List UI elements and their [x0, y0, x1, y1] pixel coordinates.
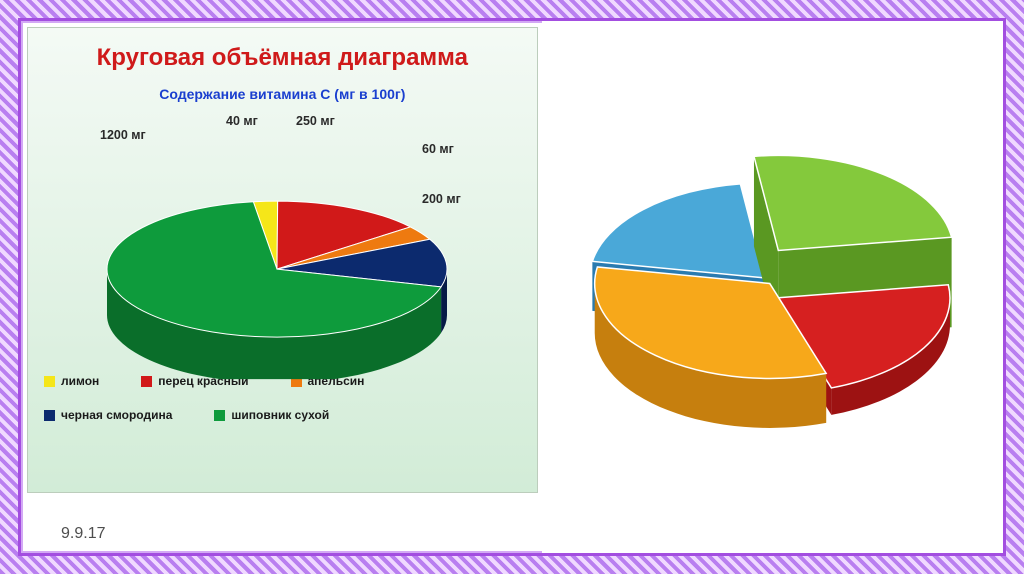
right-pie-top — [754, 155, 952, 250]
right-pie-chart — [542, 52, 1002, 522]
value-label-rosehip: 1200 мг — [100, 128, 146, 142]
right-pie-top — [593, 184, 765, 278]
value-label-lemon: 40 мг — [226, 114, 258, 128]
right-chart-panel — [542, 21, 1003, 553]
value-label-orange: 60 мг — [422, 142, 454, 156]
legend-item-rosehip: шиповник сухой — [214, 408, 329, 422]
left-pie-area: 40 мг 250 мг 60 мг 200 мг 1200 мг — [38, 106, 527, 366]
legend-label: шиповник сухой — [231, 408, 329, 422]
legend-swatch — [214, 410, 225, 421]
left-pie-svg-wrap — [47, 119, 517, 384]
value-label-blackcurrant: 200 мг — [422, 192, 461, 206]
left-chart-panel: Круговая объёмная диаграмма Содержание в… — [27, 27, 538, 493]
footer-date: 9.9.17 — [61, 525, 105, 543]
content-area: Круговая объёмная диаграмма Содержание в… — [18, 18, 1006, 556]
chart-subtitle: Содержание витамина C (мг в 100г) — [38, 86, 527, 102]
legend-label: черная смородина — [61, 408, 172, 422]
legend-item-blackcurrant: черная смородина — [44, 408, 172, 422]
left-pie-chart — [47, 119, 517, 379]
value-label-pepper: 250 мг — [296, 114, 335, 128]
legend-swatch — [44, 410, 55, 421]
decorative-frame: Круговая объёмная диаграмма Содержание в… — [0, 0, 1024, 574]
chart-title: Круговая объёмная диаграмма — [38, 44, 527, 72]
